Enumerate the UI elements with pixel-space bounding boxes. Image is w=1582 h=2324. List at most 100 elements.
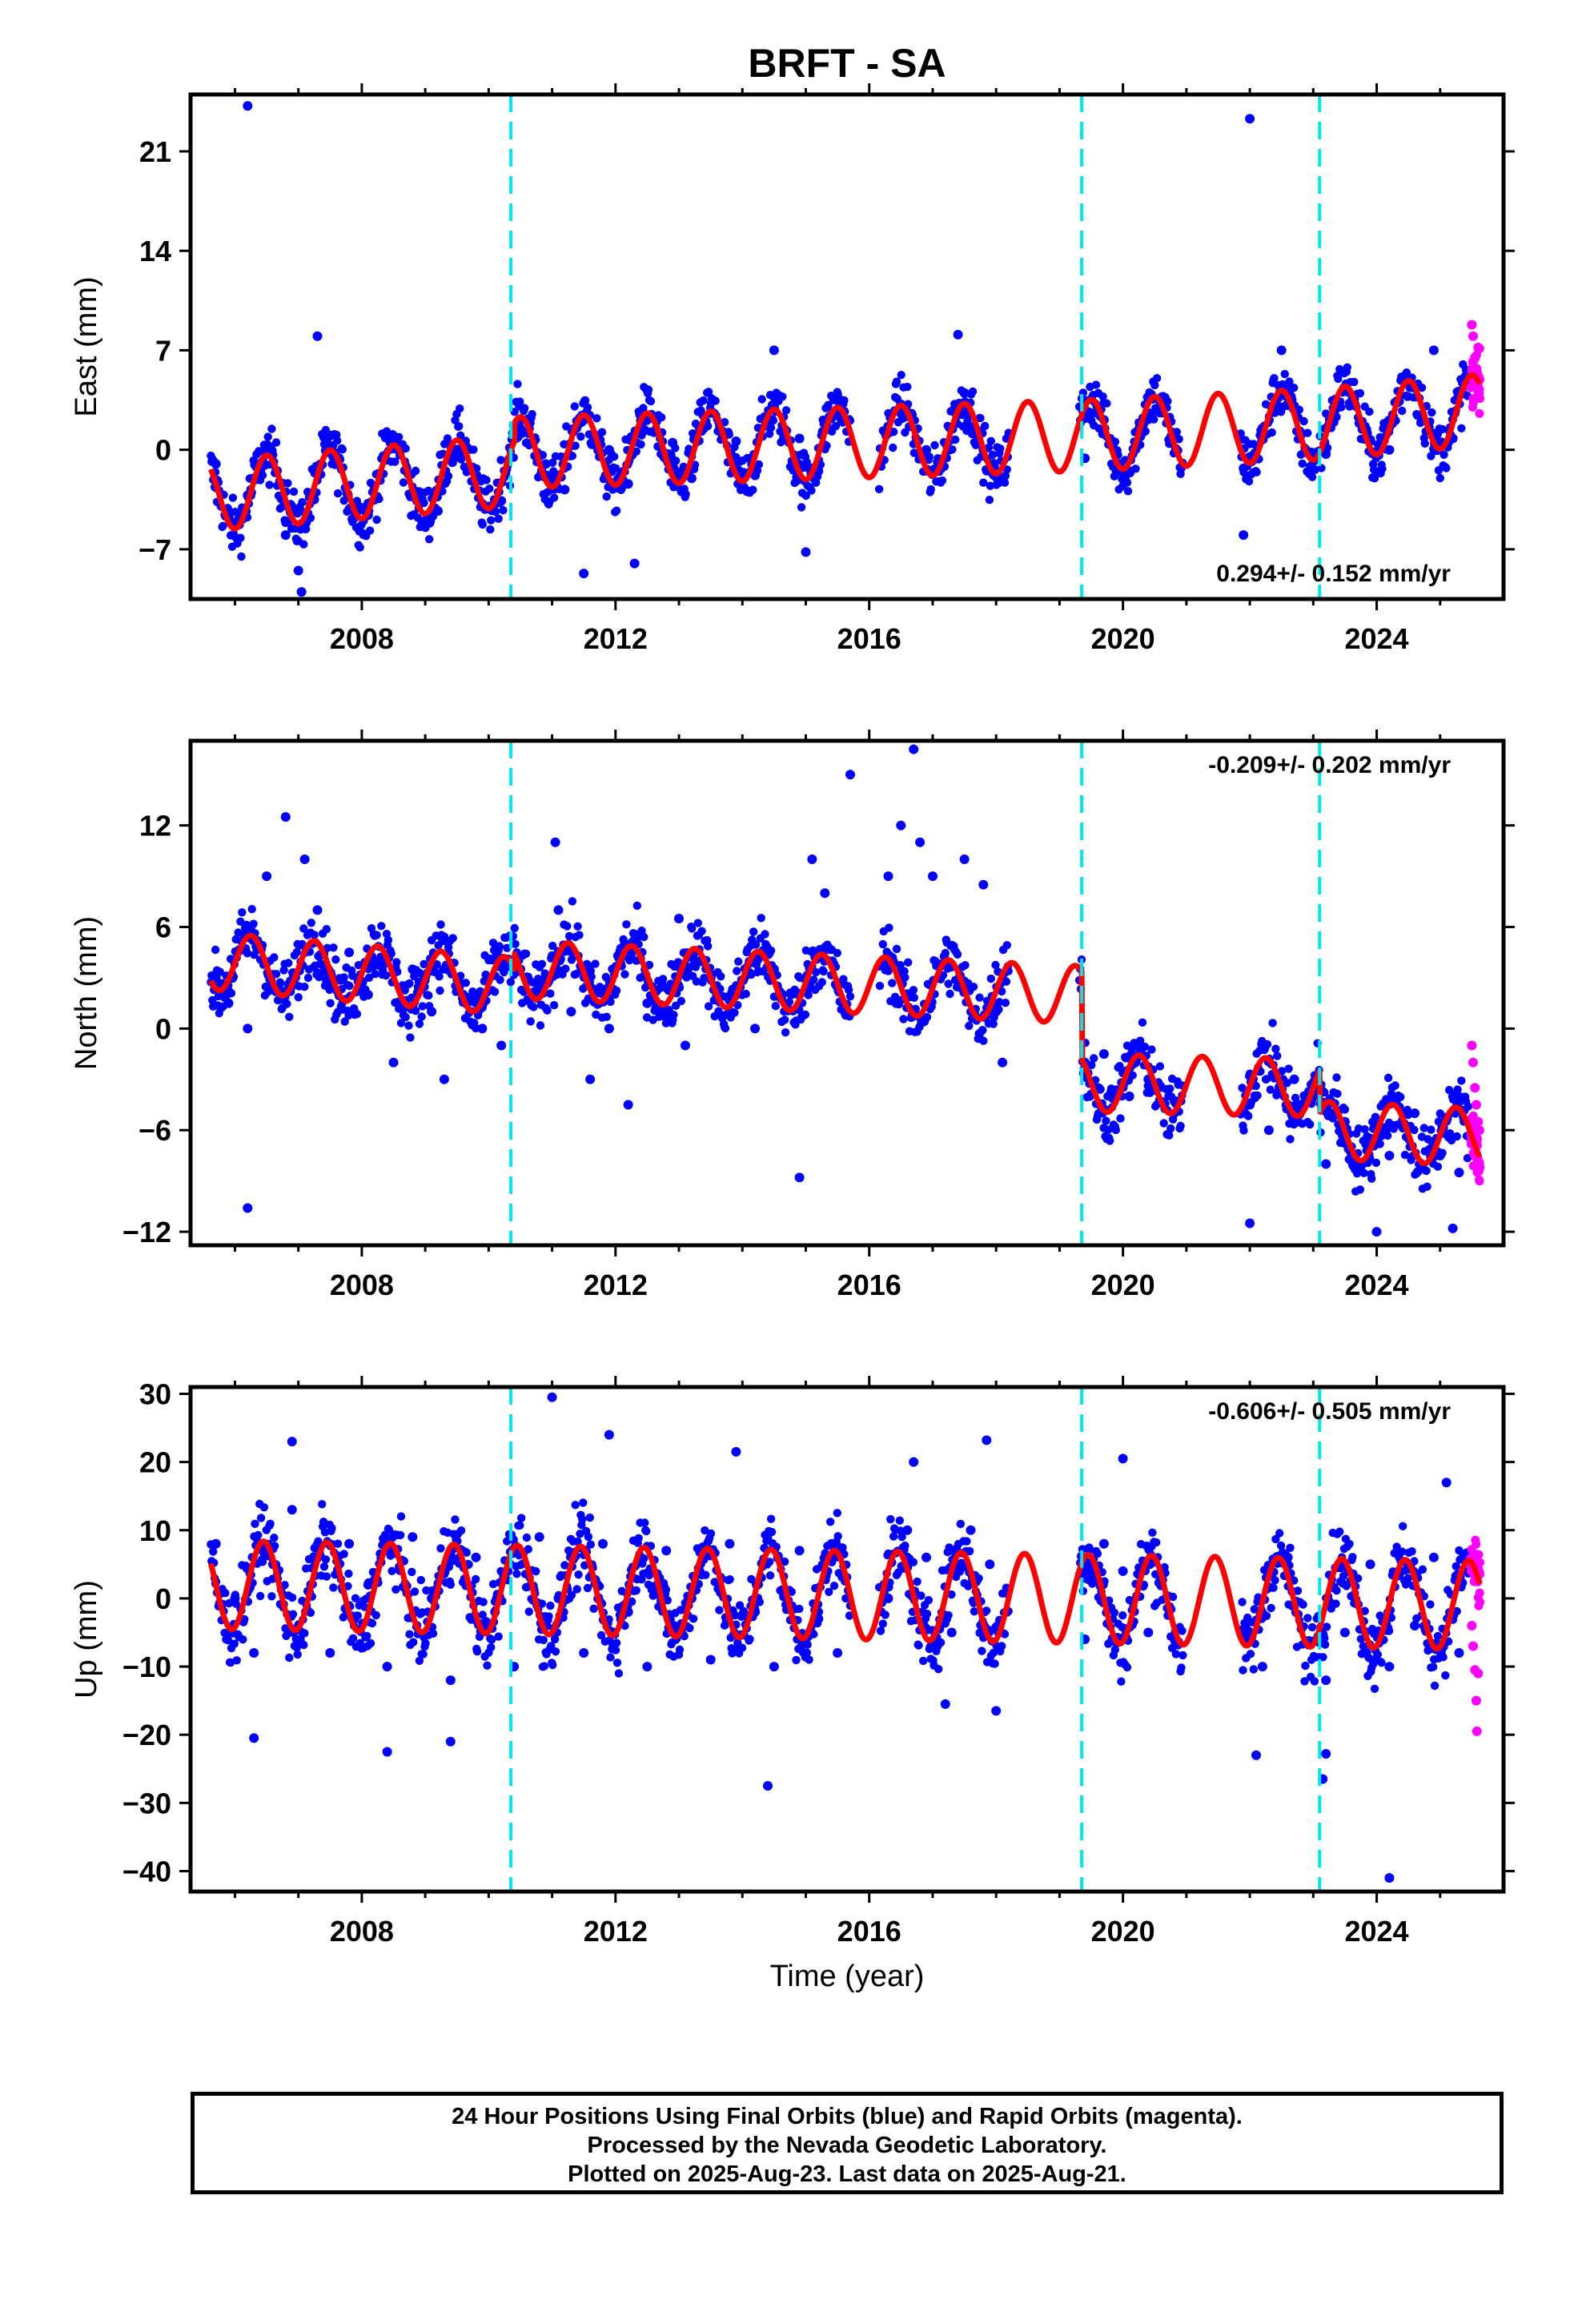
rapid-orbit-point (1471, 1100, 1481, 1110)
observation-point (298, 498, 307, 507)
observation-point (1091, 380, 1101, 389)
observation-point (767, 1527, 777, 1537)
observation-point (878, 1619, 888, 1628)
rapid-orbit-point (1475, 1176, 1484, 1186)
observation-point (986, 436, 996, 445)
observation-point (597, 428, 607, 436)
observation-point (1307, 472, 1317, 481)
observation-point (914, 1641, 923, 1650)
observation-point (339, 1550, 348, 1558)
observation-point (230, 1639, 239, 1648)
observation-point (1399, 1522, 1407, 1531)
observation-point (1310, 1677, 1319, 1686)
plot-area-east (207, 94, 1485, 599)
final-orbit-point (623, 479, 633, 489)
final-orbit-point (946, 1627, 957, 1638)
rapid-orbit-point (1468, 331, 1478, 341)
final-orbit-point (496, 1040, 507, 1051)
observation-point (444, 1562, 454, 1571)
observation-point (1244, 1112, 1253, 1120)
observation-point (1398, 406, 1407, 416)
observation-point (657, 413, 666, 422)
observation-point (889, 428, 898, 436)
observation-point (560, 1561, 569, 1570)
observation-point (494, 514, 503, 523)
observation-point (446, 1580, 455, 1590)
observation-point (318, 1500, 327, 1509)
final-orbit-point (1428, 1552, 1439, 1562)
observation-point (644, 385, 653, 394)
observation-point (1263, 1039, 1272, 1049)
observation-point (255, 1591, 265, 1601)
observation-point (1163, 396, 1172, 406)
observation-point (1306, 1120, 1315, 1129)
observation-point (704, 388, 713, 396)
observation-point (824, 400, 833, 409)
observation-point (408, 1567, 416, 1577)
observation-point (1435, 473, 1445, 483)
observation-point (259, 1503, 269, 1512)
observation-point (1441, 1671, 1450, 1680)
observation-point (571, 1501, 580, 1510)
observation-point (757, 395, 766, 404)
final-orbit-point (388, 1057, 399, 1068)
observation-point (1373, 1650, 1383, 1659)
observation-point (934, 1665, 943, 1674)
observation-point (1138, 1018, 1147, 1027)
observation-point (568, 897, 577, 906)
observation-point (1262, 1611, 1271, 1621)
observation-point (771, 1002, 780, 1011)
final-orbit-point (1098, 1049, 1109, 1059)
observation-point (792, 1655, 801, 1665)
observation-point (522, 1533, 532, 1542)
observation-point (778, 392, 787, 401)
observation-point (926, 485, 935, 494)
observation-point (258, 1558, 267, 1566)
observation-point (845, 992, 855, 1001)
observation-point (1104, 1125, 1113, 1134)
observation-point (1127, 1045, 1136, 1054)
observation-point (327, 1524, 336, 1533)
observation-point (1438, 424, 1447, 434)
observation-point (663, 1596, 672, 1605)
observation-point (1262, 1075, 1271, 1084)
observation-point (306, 1608, 315, 1618)
observation-point (697, 927, 706, 935)
observation-point (228, 493, 238, 502)
observation-point (1377, 1659, 1386, 1667)
final-orbit-point (408, 964, 418, 975)
observation-point (1266, 1085, 1275, 1094)
final-orbit-point (604, 1023, 614, 1034)
observation-point (436, 1544, 445, 1553)
final-orbit-point (750, 1023, 761, 1034)
final-orbit-point (725, 1538, 735, 1549)
observation-point (1423, 1182, 1431, 1192)
observation-point (592, 414, 601, 423)
observation-point (899, 1015, 908, 1023)
observation-point (270, 953, 279, 962)
observation-point (640, 932, 648, 942)
observation-point (831, 422, 841, 431)
observation-point (627, 1597, 636, 1606)
observation-point (840, 396, 849, 405)
observation-point (338, 445, 347, 454)
observation-point (981, 421, 990, 431)
observation-point (704, 1002, 713, 1011)
observation-point (1122, 478, 1132, 487)
final-orbit-point (883, 871, 893, 882)
final-orbit-point (1245, 1100, 1255, 1110)
observation-point (1463, 1154, 1472, 1163)
observation-point (781, 1028, 790, 1037)
final-orbit-point (731, 1446, 741, 1457)
x-axis-label: Time (year) (770, 1960, 925, 1993)
observation-point (951, 435, 960, 444)
observation-point (602, 1012, 611, 1022)
final-orbit-point (982, 1435, 992, 1445)
final-orbit-point (363, 990, 373, 1000)
observation-point (300, 1629, 309, 1638)
observation-point (451, 1515, 460, 1524)
observation-point (339, 497, 348, 505)
observation-point (924, 1595, 934, 1605)
final-orbit-point (623, 1100, 633, 1110)
observation-point (391, 1585, 400, 1594)
